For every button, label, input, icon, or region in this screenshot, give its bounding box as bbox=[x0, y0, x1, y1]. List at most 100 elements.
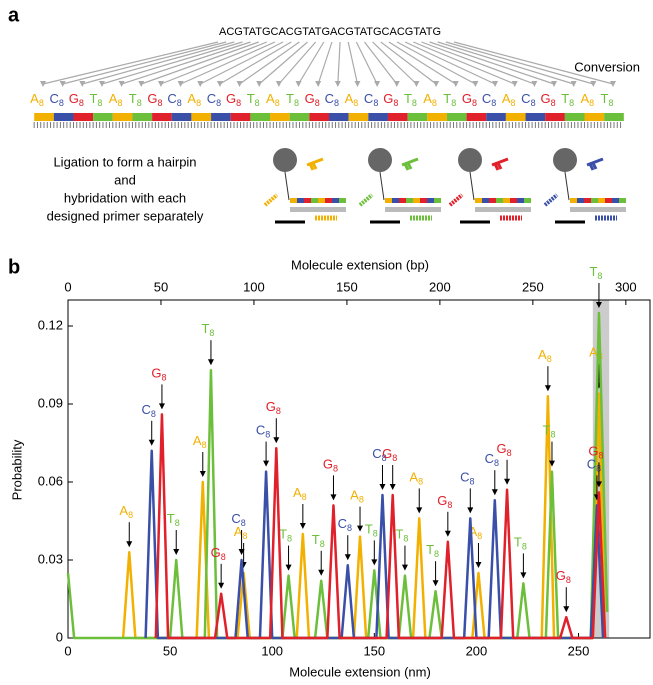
peak-label-base: C bbox=[338, 517, 347, 532]
arrow-head bbox=[413, 81, 420, 87]
peak-label: C8 bbox=[256, 423, 270, 440]
converted-base-base: T bbox=[601, 91, 609, 106]
conversion-arrow bbox=[380, 41, 437, 85]
conversion-arrow bbox=[239, 41, 300, 85]
hairpin-block bbox=[570, 207, 626, 212]
peak-label-base: G bbox=[211, 545, 221, 560]
converted-base-sub: 8 bbox=[531, 98, 536, 108]
tether bbox=[469, 171, 475, 201]
peak-label-base: T bbox=[365, 522, 373, 537]
peak-arrow-head bbox=[379, 484, 386, 490]
peak-label-base: A bbox=[193, 433, 202, 448]
arrow-head bbox=[570, 81, 577, 87]
peak-label-sub: 8 bbox=[382, 453, 387, 463]
peak-label: C8 bbox=[485, 452, 499, 469]
peak-label: A8 bbox=[119, 504, 133, 521]
converted-base: T8 bbox=[404, 91, 417, 108]
converted-base: G8 bbox=[383, 91, 398, 108]
panel-label: a bbox=[8, 4, 20, 26]
converted-base-sub: 8 bbox=[196, 98, 201, 108]
peak-label-base: T bbox=[167, 511, 175, 526]
hairpin-block bbox=[489, 198, 496, 203]
peak-label-base: A bbox=[234, 524, 243, 539]
peak-label-base: A bbox=[469, 524, 478, 539]
sequence-block bbox=[250, 113, 271, 121]
sequence-block bbox=[73, 113, 94, 121]
converted-base-base: T bbox=[247, 91, 255, 106]
peak-label-base: T bbox=[589, 264, 597, 279]
sequence: ACGTATGCACGTATGACGTATGCACGTATG bbox=[219, 26, 441, 38]
primer bbox=[586, 157, 604, 171]
x-tick-label: 0 bbox=[64, 643, 71, 658]
sequence-block bbox=[446, 113, 467, 121]
arrow-head bbox=[177, 81, 184, 87]
converted-base: A8 bbox=[109, 91, 123, 108]
converted-base-sub: 8 bbox=[608, 98, 613, 108]
arrow-head bbox=[216, 81, 223, 87]
peak-label-base: T bbox=[201, 322, 209, 337]
conversion-arrow bbox=[298, 41, 325, 85]
peak-arrow-head bbox=[416, 507, 423, 514]
sequence-block bbox=[564, 113, 585, 121]
arrow-head bbox=[295, 81, 302, 87]
converted-base-sub: 8 bbox=[275, 98, 280, 108]
peak-label-base: G bbox=[588, 444, 598, 459]
peak-label-sub: 8 bbox=[276, 407, 281, 417]
converted-base-base: C bbox=[521, 91, 530, 106]
converted-base-sub: 8 bbox=[255, 98, 260, 108]
arrow-head bbox=[492, 81, 499, 87]
converted-base: T8 bbox=[443, 91, 456, 108]
hairpin-block bbox=[619, 198, 626, 203]
peak-label-base: C bbox=[460, 470, 469, 485]
arrow-head bbox=[98, 81, 105, 87]
hairpin-block bbox=[434, 198, 441, 203]
converted-base-base: G bbox=[540, 91, 550, 106]
peak-label-base: G bbox=[323, 457, 333, 472]
hairpin-block bbox=[517, 198, 524, 203]
peak-label: G8 bbox=[266, 400, 281, 417]
arrow-head bbox=[433, 81, 440, 87]
peak-arrow-head bbox=[207, 359, 214, 366]
converted-base-sub: 8 bbox=[137, 98, 142, 108]
peak-label-sub: 8 bbox=[599, 451, 604, 461]
peak-label-sub: 8 bbox=[161, 373, 166, 383]
x2-tick-label: 250 bbox=[522, 279, 544, 294]
peak-arrow-head bbox=[544, 385, 551, 392]
peak-label: T8 bbox=[589, 264, 602, 281]
peak-label: A8 bbox=[293, 485, 307, 502]
converted-base: C8 bbox=[521, 91, 535, 108]
peak-arrow-head bbox=[318, 569, 325, 576]
peak-label: T8 bbox=[395, 527, 408, 544]
hairpin-block bbox=[318, 198, 325, 203]
hairpin-block bbox=[570, 198, 577, 203]
converted-base: A8 bbox=[30, 91, 44, 108]
x-tick-label: 100 bbox=[261, 643, 283, 658]
peak-label: G8 bbox=[211, 545, 226, 562]
converted-base: A8 bbox=[345, 91, 359, 108]
sequence-block bbox=[230, 113, 251, 121]
peak-arrow-head bbox=[432, 580, 439, 587]
converted-base: T8 bbox=[561, 91, 574, 108]
arrow-head bbox=[472, 81, 479, 87]
conversion-arrow bbox=[337, 41, 341, 85]
peak-arrow-head bbox=[173, 549, 180, 555]
conversion-arrow bbox=[404, 41, 496, 85]
hairpin-block bbox=[290, 198, 297, 203]
sequence-block bbox=[171, 113, 192, 121]
hairpin-block bbox=[332, 198, 339, 203]
conversion-arrow bbox=[388, 41, 457, 85]
primer bbox=[448, 193, 464, 207]
peak-label-sub: 8 bbox=[242, 531, 247, 541]
hairpin-block bbox=[297, 198, 304, 203]
converted-base-base: T bbox=[443, 91, 451, 106]
conversion-arrow bbox=[219, 41, 292, 85]
sequence-block bbox=[53, 113, 74, 121]
sequence-block bbox=[270, 113, 290, 121]
converted-base-base: C bbox=[207, 91, 216, 106]
peak-label-sub: 8 bbox=[597, 271, 602, 281]
arrow-head bbox=[334, 81, 341, 87]
conversion-arrow bbox=[42, 41, 219, 85]
peak-label: G8 bbox=[437, 493, 452, 510]
sequence-block bbox=[289, 113, 310, 121]
tether bbox=[379, 171, 385, 201]
